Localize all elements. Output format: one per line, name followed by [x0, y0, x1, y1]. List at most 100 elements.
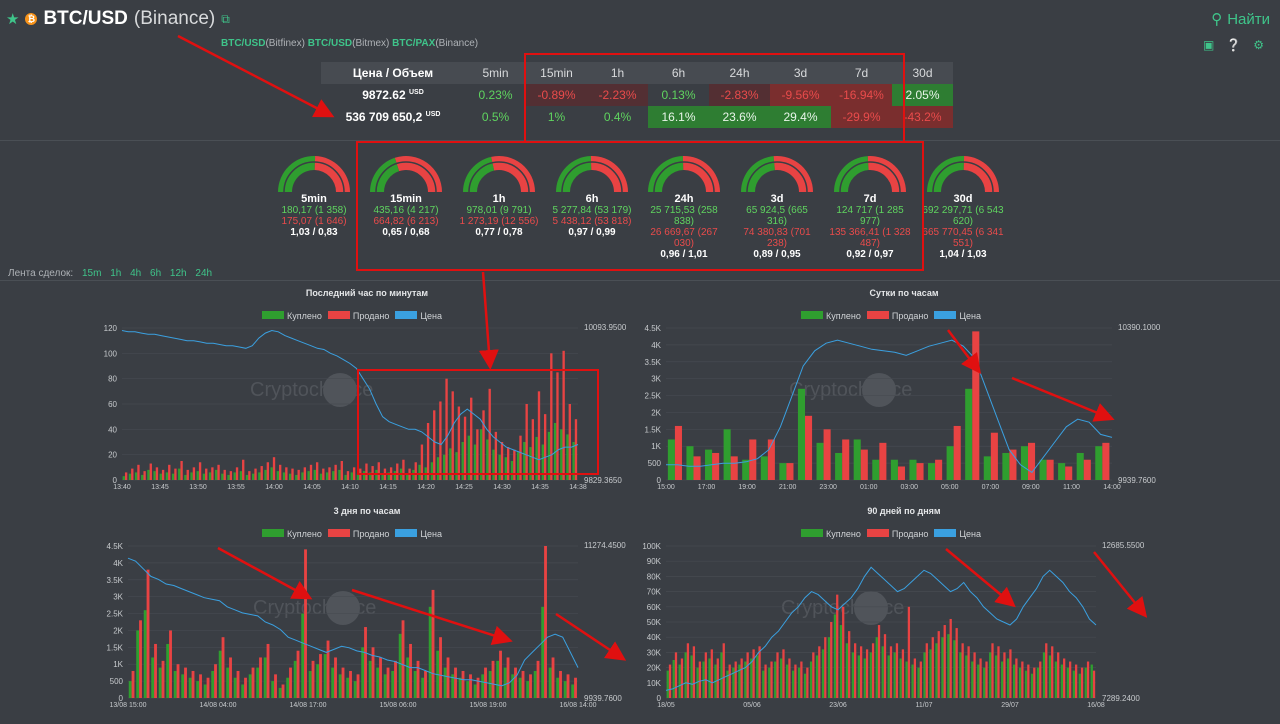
annotation-box: [356, 141, 924, 271]
y-tick: 4K: [651, 341, 661, 350]
chart-legend: Куплено Продано Цена: [801, 311, 981, 321]
sold-bar: [991, 643, 994, 698]
search-button[interactable]: ⚲ Найти: [1211, 10, 1270, 29]
bought-bar: [529, 447, 532, 480]
bought-bar: [863, 658, 866, 698]
sold-bar: [221, 637, 225, 698]
gauge-buy-arc: [648, 156, 684, 192]
gauge-ratio: 0,96 / 1,01: [660, 249, 708, 260]
sold-bar: [788, 658, 791, 698]
legend-price[interactable]: Цена: [934, 311, 981, 321]
gauge-sold: 665 770,45 (6 341 551): [922, 227, 1004, 249]
sold-bar: [454, 667, 457, 698]
chart-title: Последний час по минутам: [305, 288, 429, 298]
camera-icon[interactable]: ▣: [1202, 38, 1215, 52]
volume-change-cell: 0.4%: [603, 110, 632, 124]
sold-bar: [901, 649, 905, 698]
bought-bar: [319, 473, 323, 480]
legend-price[interactable]: Цена: [395, 529, 442, 539]
bought-bar: [779, 463, 787, 480]
sold-bar: [925, 643, 928, 698]
price-axis-top: 10093.9500: [584, 323, 627, 332]
bought-bar: [151, 657, 155, 698]
bought-bar: [1072, 670, 1075, 698]
sold-bar: [469, 674, 472, 698]
bought-bar: [872, 459, 880, 480]
gauge-bought: 5 277,84 (53 179): [552, 205, 632, 216]
legend-bought-label: Куплено: [287, 529, 322, 539]
gauge-sold: 74 380,83 (701 238): [743, 227, 811, 249]
sold-bar: [328, 467, 331, 480]
feed-option[interactable]: 24h: [195, 268, 213, 279]
bought-bar: [887, 655, 890, 698]
bought-bar: [413, 670, 417, 698]
legend-sold[interactable]: Продано: [866, 529, 928, 539]
y-tick: 1.5K: [645, 425, 662, 434]
sold-bar: [303, 467, 307, 480]
bought-bar: [466, 681, 470, 698]
annotation-arrow: [351, 588, 513, 645]
bought-bar: [959, 652, 962, 698]
related-pair-link[interactable]: BTC/USD(Bitfinex): [221, 38, 305, 49]
legend-bought[interactable]: Куплено: [262, 529, 322, 539]
legend-price[interactable]: Цена: [934, 529, 981, 539]
gauge-3d: 3d 65 924,5 (665 316) 74 380,83 (701 238) 0…: [735, 150, 819, 260]
bought-bar: [286, 677, 290, 698]
bought-bar: [263, 657, 267, 698]
legend-price[interactable]: Цена: [395, 311, 442, 321]
x-tick: 14:38: [569, 484, 587, 491]
bought-bar: [248, 674, 252, 698]
sold-bar: [431, 589, 435, 698]
x-tick: 07:00: [982, 484, 1000, 491]
bought-bar: [965, 388, 973, 480]
trade-feed-label: Лента сделок:: [8, 268, 74, 279]
y-tick: 0: [113, 476, 118, 485]
sold-bar: [770, 661, 773, 698]
gauge-buy-arc: [278, 156, 316, 192]
related-pair-link[interactable]: BTC/USD(Bitmex): [307, 38, 390, 49]
price-line: [665, 566, 1097, 691]
favorite-star-icon[interactable]: ★: [6, 11, 20, 28]
volume-change-cell: 23.6%: [709, 106, 770, 128]
bought-bar: [1066, 667, 1070, 698]
sold-bar: [499, 650, 502, 698]
feed-option[interactable]: 1h: [110, 268, 122, 279]
external-link-icon[interactable]: ⧉: [221, 11, 230, 26]
bought-bar: [393, 471, 397, 480]
sold-bar: [433, 410, 436, 480]
bought-bar: [158, 667, 162, 698]
bought-bar: [797, 667, 801, 698]
feed-option[interactable]: 12h: [169, 268, 187, 279]
bought-bar: [325, 472, 329, 480]
legend-sold[interactable]: Продано: [327, 529, 389, 539]
feed-option[interactable]: 6h: [150, 268, 162, 279]
gear-icon[interactable]: ⚙: [1253, 38, 1264, 52]
legend-sold[interactable]: Продано: [327, 311, 389, 321]
bought-bar: [356, 473, 360, 480]
related-pair-link[interactable]: BTC/PAX(Binance): [392, 38, 479, 49]
bought-bar: [211, 670, 215, 698]
legend-bought[interactable]: Куплено: [801, 311, 861, 321]
sold-bar: [990, 432, 998, 480]
annotation-box: [357, 369, 599, 475]
feed-option[interactable]: 15m: [81, 268, 102, 279]
watermark-logo: [323, 373, 357, 407]
sold-bar: [806, 667, 809, 698]
gauge-bought: 65 924,5 (665 316): [746, 205, 808, 227]
sold-bar: [704, 652, 707, 698]
gauge-dial: [741, 156, 813, 193]
bought-bar: [141, 474, 144, 480]
sold-bar: [1065, 466, 1073, 480]
legend-bought[interactable]: Куплено: [801, 529, 861, 539]
bought-bar: [498, 454, 501, 480]
feed-option[interactable]: 4h: [130, 268, 142, 279]
legend-bought[interactable]: Куплено: [262, 311, 322, 321]
bought-bar: [845, 643, 849, 698]
sold-bar: [556, 372, 559, 480]
legend-sold[interactable]: Продано: [866, 311, 928, 321]
sold-bar: [500, 442, 504, 480]
help-icon[interactable]: ❔: [1226, 38, 1242, 52]
sold-bar: [396, 463, 399, 480]
bought-bar: [742, 459, 750, 480]
bought-bar: [690, 655, 693, 698]
